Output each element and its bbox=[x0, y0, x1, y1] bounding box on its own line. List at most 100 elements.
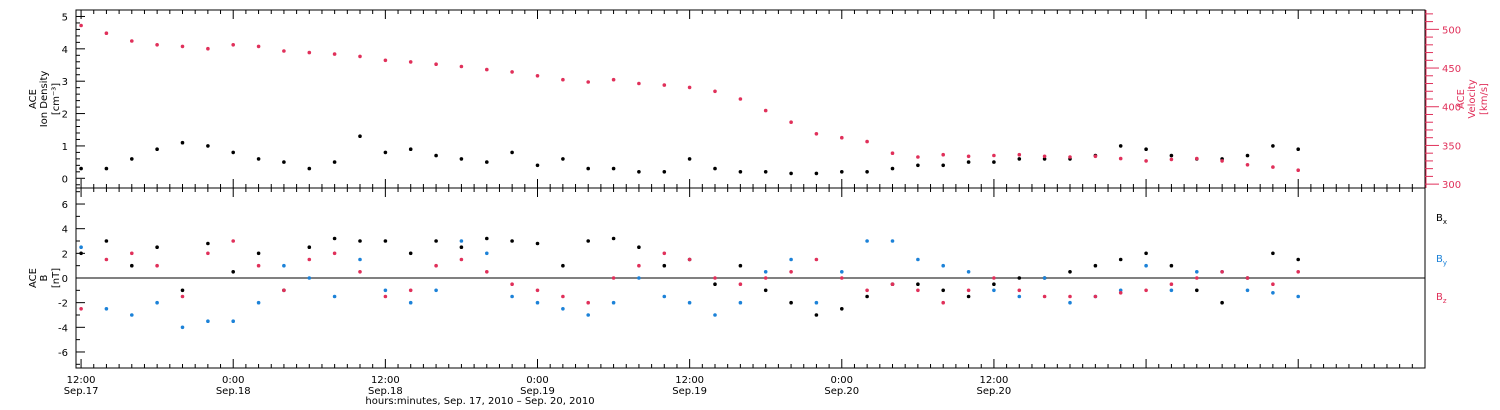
data-point bbox=[408, 288, 413, 293]
density-tick-label: 4 bbox=[62, 45, 68, 56]
density-tick-label: 1 bbox=[62, 142, 68, 153]
data-point bbox=[814, 171, 819, 176]
data-point bbox=[408, 60, 413, 64]
data-point bbox=[485, 236, 489, 241]
data-point bbox=[383, 239, 388, 243]
data-point bbox=[383, 58, 388, 63]
x-tick-date: Sep.18 bbox=[216, 386, 251, 397]
velocity-tick-label: 450 bbox=[1442, 64, 1461, 75]
data-point bbox=[611, 300, 616, 305]
data-point bbox=[1245, 276, 1250, 280]
b-tick-label: -6 bbox=[58, 348, 68, 359]
data-point bbox=[713, 276, 717, 280]
data-point bbox=[738, 282, 743, 287]
data-point bbox=[687, 257, 692, 262]
data-point bbox=[535, 288, 540, 293]
chart-data-points bbox=[79, 23, 1300, 330]
data-point bbox=[916, 288, 920, 293]
data-point bbox=[941, 300, 945, 305]
data-point bbox=[231, 43, 235, 47]
data-point bbox=[916, 163, 920, 168]
data-point bbox=[890, 166, 895, 171]
legend-main: B bbox=[1436, 213, 1443, 224]
x-tick-date: Sep.19 bbox=[520, 386, 555, 397]
data-point bbox=[840, 170, 844, 174]
data-point bbox=[713, 89, 717, 94]
legend-main: B bbox=[1436, 292, 1443, 303]
data-point bbox=[586, 300, 590, 305]
data-point bbox=[231, 270, 235, 274]
legend-main: B bbox=[1436, 254, 1443, 265]
legend-sub: y bbox=[1443, 259, 1447, 267]
data-point bbox=[485, 67, 489, 72]
data-point bbox=[941, 152, 945, 157]
data-point bbox=[966, 288, 971, 293]
legend-entry-bx: Bx bbox=[1436, 213, 1447, 226]
data-point bbox=[1017, 157, 1022, 161]
data-point bbox=[637, 170, 641, 174]
data-point bbox=[1017, 294, 1022, 299]
data-point bbox=[662, 83, 667, 87]
data-point bbox=[763, 288, 768, 293]
data-point bbox=[840, 135, 844, 140]
data-point bbox=[434, 288, 438, 293]
data-point bbox=[1144, 147, 1148, 151]
data-point bbox=[1169, 288, 1174, 293]
data-point bbox=[738, 300, 743, 305]
data-point bbox=[1296, 257, 1300, 262]
data-point bbox=[637, 245, 641, 249]
data-point bbox=[155, 300, 159, 305]
data-point bbox=[865, 139, 869, 144]
b-axis-unit: [nT] bbox=[51, 268, 62, 288]
data-point bbox=[1296, 270, 1300, 274]
data-point bbox=[459, 257, 464, 262]
data-point bbox=[992, 160, 996, 164]
data-point bbox=[510, 70, 514, 74]
data-point bbox=[358, 270, 362, 274]
data-point bbox=[180, 325, 185, 330]
data-point bbox=[611, 236, 616, 241]
data-point bbox=[840, 270, 844, 274]
data-point bbox=[307, 245, 312, 249]
data-point bbox=[104, 31, 109, 35]
data-point bbox=[992, 276, 996, 280]
data-point bbox=[966, 154, 971, 159]
series-by bbox=[79, 239, 1300, 330]
data-point bbox=[383, 150, 388, 155]
data-point bbox=[1042, 294, 1047, 299]
data-point bbox=[1118, 291, 1123, 295]
data-point bbox=[992, 153, 996, 158]
data-point bbox=[459, 245, 464, 249]
velocity-axis-unit: [km/s] bbox=[1479, 83, 1490, 115]
legend-sub: x bbox=[1443, 218, 1447, 226]
data-point bbox=[561, 263, 565, 268]
data-point bbox=[1169, 263, 1174, 268]
data-point bbox=[941, 288, 945, 293]
data-point bbox=[662, 170, 667, 174]
data-point bbox=[434, 263, 438, 268]
data-point bbox=[510, 239, 514, 243]
data-point bbox=[408, 147, 413, 151]
density-tick-label: 5 bbox=[62, 12, 68, 23]
data-point bbox=[510, 282, 514, 287]
data-point bbox=[332, 52, 337, 56]
data-point bbox=[763, 270, 768, 274]
data-point bbox=[1220, 300, 1224, 305]
data-point bbox=[840, 276, 844, 280]
data-point bbox=[79, 307, 83, 311]
data-point bbox=[941, 263, 945, 268]
data-point bbox=[1195, 276, 1199, 280]
data-point bbox=[1144, 159, 1148, 163]
data-point bbox=[1017, 152, 1022, 157]
chart-axes bbox=[75, 9, 1439, 369]
data-point bbox=[332, 251, 337, 256]
data-point bbox=[459, 239, 464, 243]
x-tick-label: 0:00 bbox=[222, 375, 244, 386]
data-point bbox=[104, 239, 109, 243]
data-point bbox=[1118, 156, 1123, 161]
data-point bbox=[485, 270, 489, 274]
b-tick-label: 6 bbox=[62, 200, 68, 211]
data-point bbox=[738, 97, 743, 101]
b-tick-label: 0 bbox=[62, 274, 68, 285]
